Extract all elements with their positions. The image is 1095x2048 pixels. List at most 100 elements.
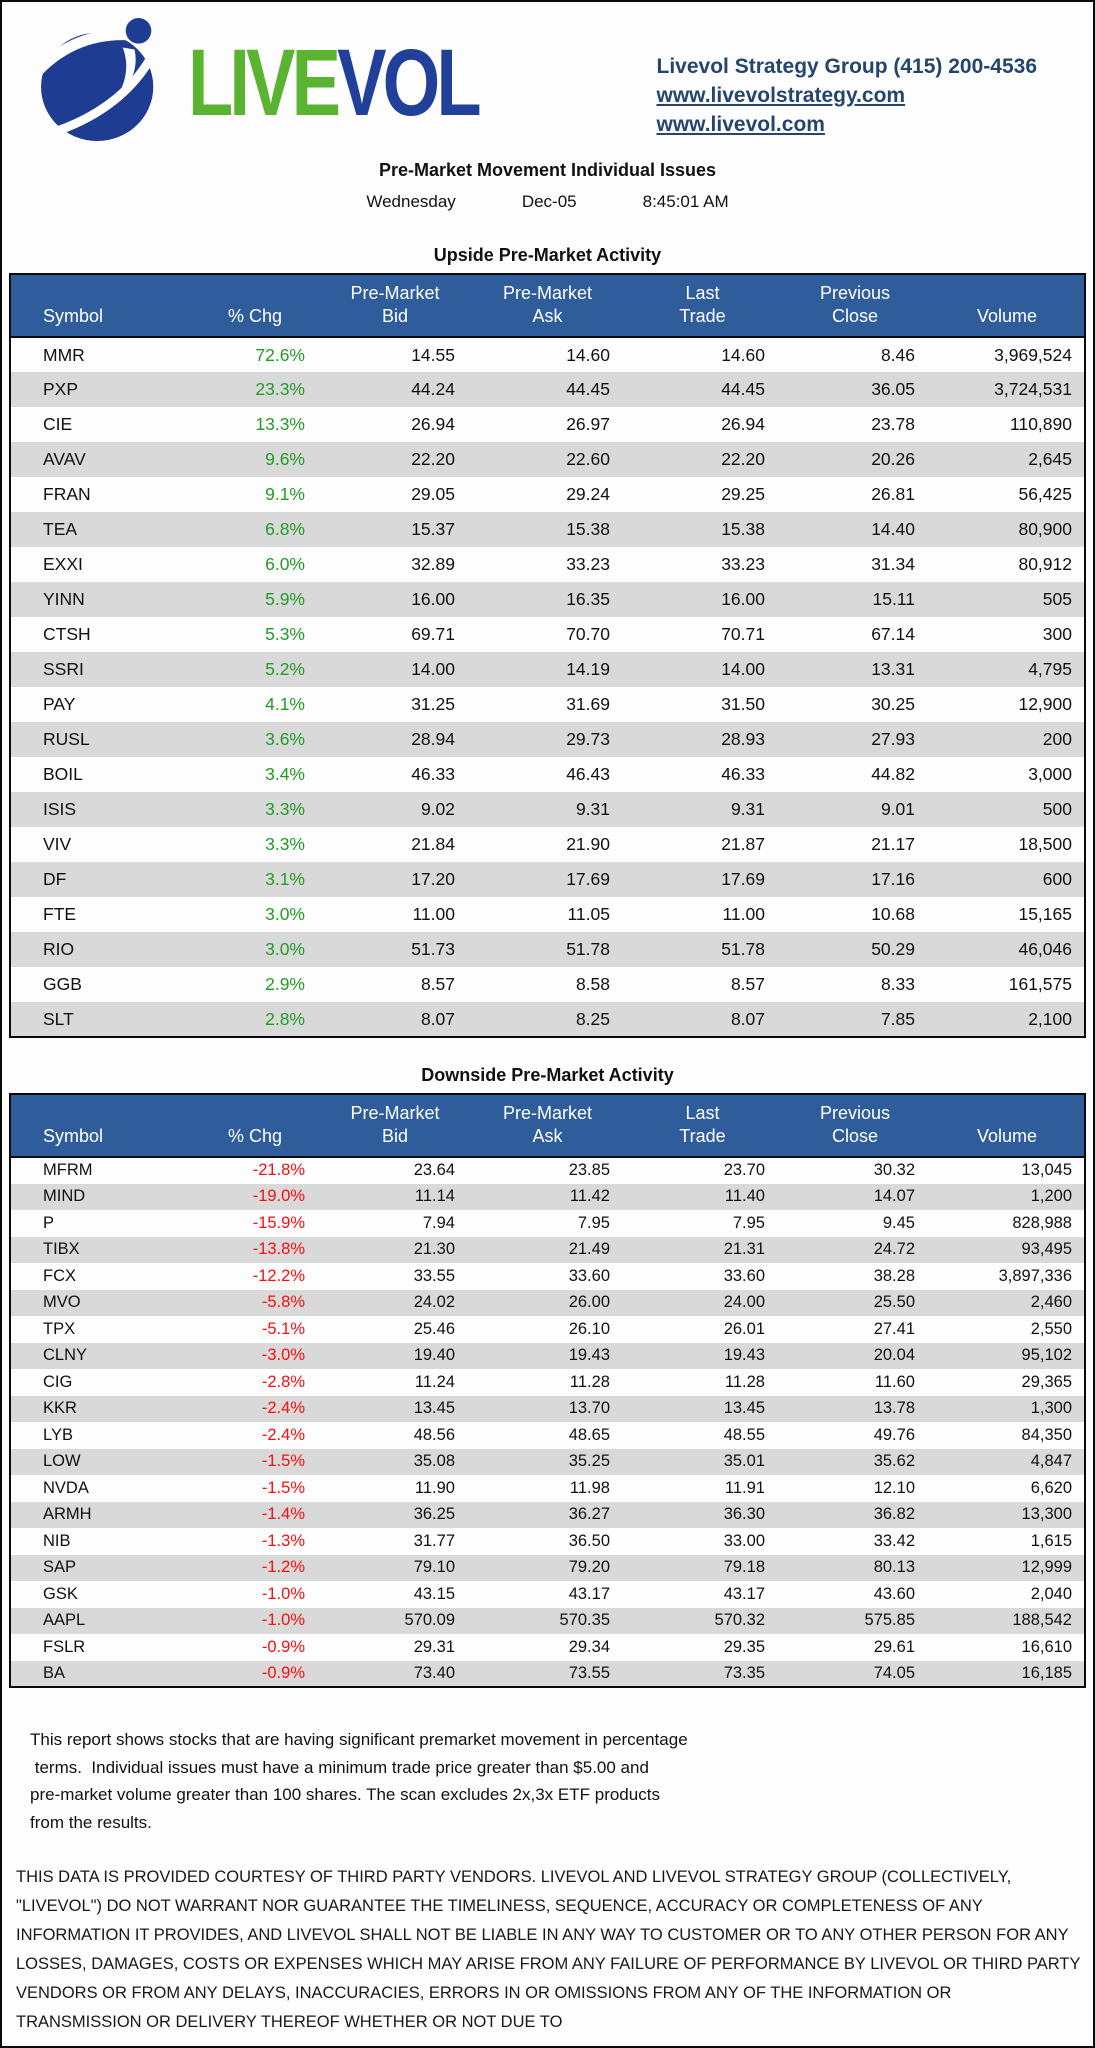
previous-close-cell: 31.34: [871, 554, 915, 574]
last-trade-cell: 16.00: [721, 589, 765, 609]
symbol-cell: CIE: [43, 414, 73, 434]
last-trade-cell: 36.30: [723, 1505, 765, 1524]
pre-market-bid-cell: 69.71: [411, 624, 455, 644]
table-row: GSK -1.0% 43.15 43.17 43.17 43.60 2,040: [10, 1581, 1085, 1608]
table-row: NIB -1.3% 31.77 36.50 33.00 33.42 1,615: [10, 1528, 1085, 1555]
pre-market-bid-cell: 19.40: [413, 1346, 455, 1365]
previous-close-cell: 12.10: [873, 1478, 915, 1497]
col-header-pct-chg: % Chg: [227, 1126, 283, 1146]
pre-market-bid-cell: 24.02: [413, 1293, 455, 1312]
report-description: This report shows stocks that are having…: [30, 1730, 688, 1832]
symbol-cell: GSK: [43, 1584, 78, 1603]
volume-cell: 161,575: [1008, 974, 1072, 994]
pre-market-ask-cell: 79.20: [568, 1558, 610, 1577]
pre-market-ask-cell: 7.95: [577, 1213, 610, 1232]
pre-market-bid-cell: 8.07: [420, 1008, 455, 1029]
previous-close-cell: 24.72: [873, 1240, 915, 1259]
volume-cell: 93,495: [1021, 1240, 1072, 1259]
pre-market-ask-cell: 36.50: [568, 1531, 610, 1550]
previous-close-cell: 35.62: [873, 1452, 915, 1471]
table-row: DF 3.1% 17.20 17.69 17.69 17.16 600: [10, 862, 1085, 897]
pct-chg-cell: -1.0%: [261, 1584, 305, 1603]
previous-close-cell: 26.81: [871, 484, 915, 504]
symbol-cell: GGB: [43, 974, 82, 994]
symbol-cell: KKR: [43, 1399, 77, 1418]
last-trade-cell: 26.94: [721, 414, 765, 434]
volume-cell: 46,046: [1018, 939, 1072, 959]
last-trade-cell: 11.00: [722, 904, 766, 924]
pre-market-ask-cell: 15.38: [566, 519, 610, 539]
pre-market-ask-cell: 46.43: [566, 764, 610, 784]
pre-market-bid-cell: 43.15: [413, 1584, 455, 1603]
logo-wordmark: LIVEVOL: [188, 36, 482, 131]
pct-chg-cell: 5.9%: [265, 589, 305, 609]
pre-market-bid-cell: 15.37: [411, 519, 455, 539]
volume-cell: 500: [1042, 799, 1072, 819]
last-trade-cell: 24.00: [723, 1293, 765, 1312]
volume-cell: 188,542: [1012, 1611, 1072, 1630]
report-date: Dec-05: [521, 192, 577, 211]
table-row: TIBX -13.8% 21.30 21.49 21.31 24.72 93,495: [10, 1236, 1085, 1263]
pct-chg-cell: -0.9%: [261, 1663, 305, 1682]
contact-phone-line: Livevol Strategy Group (415) 200-4536: [656, 55, 1038, 78]
livevol-site-link[interactable]: www.livevol.com: [656, 113, 825, 136]
pre-market-ask-cell: 26.10: [568, 1319, 610, 1338]
strategy-site-link[interactable]: www.livevolstrategy.com: [656, 84, 906, 107]
pre-market-bid-cell: 48.56: [413, 1425, 455, 1444]
last-trade-cell: 17.69: [721, 869, 765, 889]
previous-close-cell: 36.82: [873, 1505, 915, 1524]
pre-market-ask-cell: 70.70: [566, 624, 610, 644]
symbol-cell: CIG: [43, 1372, 73, 1391]
pct-chg-cell: 5.2%: [265, 659, 305, 679]
pre-market-bid-cell: 16.00: [411, 589, 455, 609]
pct-chg-cell: 3.3%: [265, 834, 305, 854]
report-time: 8:45:01 AM: [642, 192, 729, 211]
symbol-cell: PXP: [43, 379, 79, 399]
last-trade-cell: 73.35: [723, 1663, 765, 1682]
last-trade-cell: 8.57: [730, 974, 765, 994]
volume-cell: 828,988: [1012, 1213, 1072, 1232]
table-row: KKR -2.4% 13.45 13.70 13.45 13.78 1,300: [10, 1395, 1085, 1422]
volume-cell: 3,969,524: [994, 344, 1072, 365]
symbol-cell: MFRM: [43, 1161, 93, 1180]
volume-cell: 2,040: [1030, 1584, 1072, 1603]
pre-market-bid-cell: 8.57: [420, 974, 455, 994]
symbol-cell: MMR: [43, 344, 85, 365]
livevol-globe-icon: [30, 17, 170, 142]
pct-chg-cell: 5.3%: [265, 624, 305, 644]
last-trade-cell: 26.01: [723, 1319, 765, 1338]
header-row: Symbol % Chg Pre-Market Bid Pre-Market Ask Las…: [10, 1094, 1085, 1157]
table-row: RUSL 3.6% 28.94 29.73 28.93 27.93 200: [10, 722, 1085, 757]
symbol-cell: CLNY: [43, 1346, 88, 1365]
previous-close-cell: 17.16: [871, 869, 915, 889]
pre-market-ask-cell: 8.25: [575, 1008, 610, 1029]
pre-market-ask-cell: 44.45: [566, 379, 610, 399]
volume-cell: 110,890: [1010, 414, 1072, 434]
pre-market-ask-cell: 48.65: [568, 1425, 610, 1444]
pct-chg-cell: 2.9%: [265, 974, 305, 994]
previous-close-cell: 33.42: [873, 1531, 915, 1550]
volume-cell: 13,300: [1021, 1505, 1072, 1524]
pre-market-ask-cell: 17.69: [566, 869, 610, 889]
symbol-cell: NVDA: [43, 1478, 89, 1497]
last-trade-cell: 570.32: [714, 1611, 765, 1630]
pre-market-bid-cell: 11.00: [412, 904, 456, 924]
pct-chg-cell: -1.5%: [261, 1478, 305, 1497]
pct-chg-cell: 6.0%: [265, 554, 305, 574]
col-header-symbol: Symbol: [43, 1126, 104, 1146]
volume-cell: 2,645: [1028, 449, 1072, 469]
last-trade-cell: 13.45: [723, 1399, 765, 1418]
pct-chg-cell: -19.0%: [252, 1187, 305, 1206]
last-trade-cell: 11.91: [724, 1478, 765, 1497]
pre-market-ask-cell: 11.05: [567, 904, 611, 924]
volume-cell: 80,900: [1018, 519, 1072, 539]
last-trade-cell: 29.25: [721, 484, 765, 504]
symbol-cell: FRAN: [43, 484, 91, 504]
previous-close-cell: 8.46: [880, 344, 915, 365]
pct-chg-cell: -0.9%: [261, 1637, 305, 1656]
table-row: PAY 4.1% 31.25 31.69 31.50 30.25 12,900: [10, 687, 1085, 722]
last-trade-cell: 48.55: [723, 1425, 765, 1444]
volume-cell: 1,200: [1030, 1187, 1072, 1206]
last-trade-cell: 44.45: [721, 379, 765, 399]
pre-market-bid-cell: 23.64: [413, 1161, 455, 1180]
